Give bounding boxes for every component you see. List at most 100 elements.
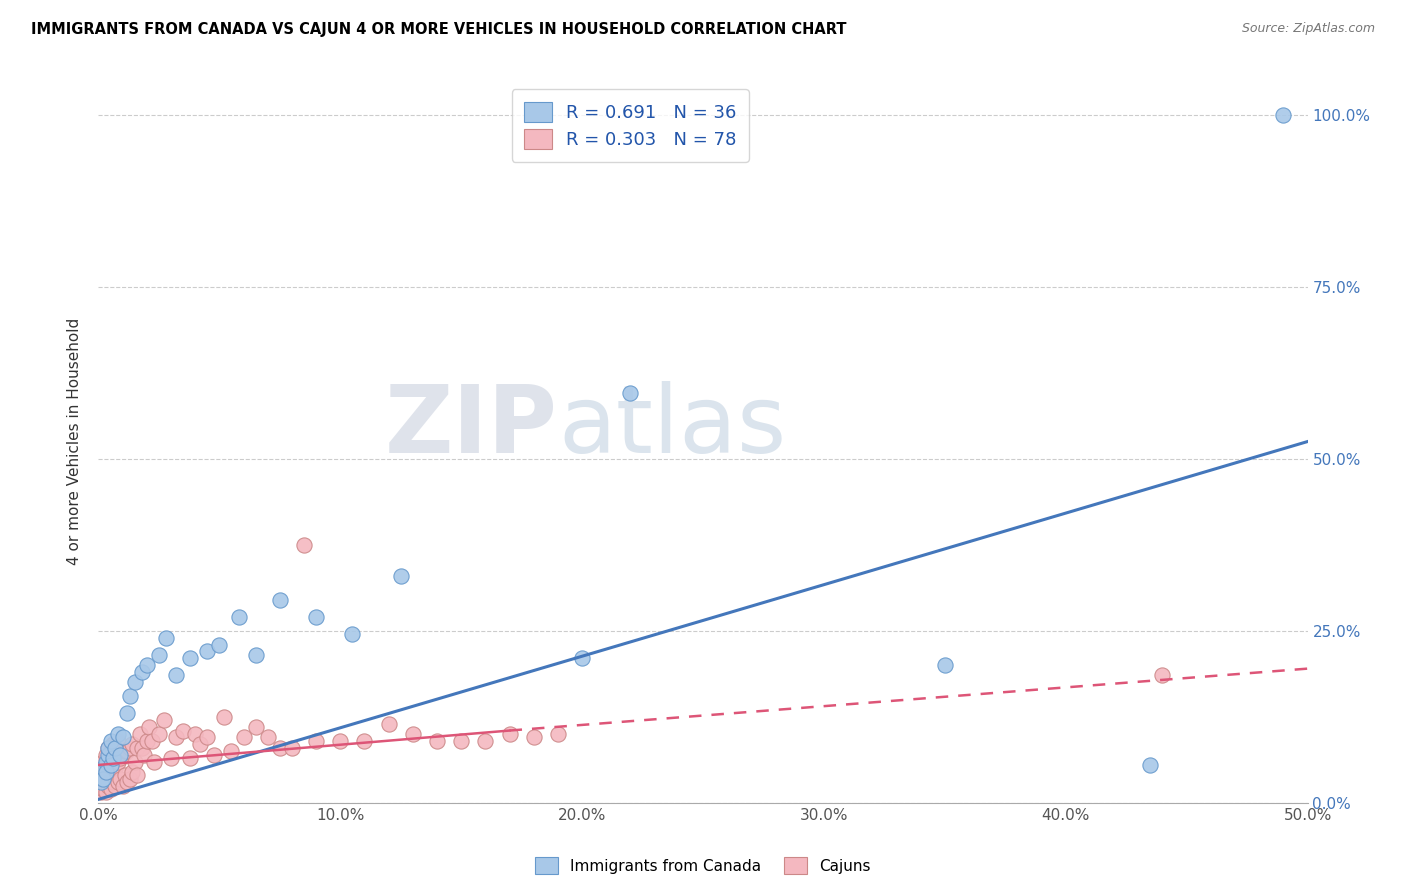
Point: [1272, 108, 1295, 122]
Text: atlas: atlas: [558, 381, 786, 473]
Point: [212, 710, 235, 724]
Text: IMMIGRANTS FROM CANADA VS CAJUN 4 OR MORE VEHICLES IN HOUSEHOLD CORRELATION CHAR: IMMIGRANTS FROM CANADA VS CAJUN 4 OR MOR…: [31, 22, 846, 37]
Point: [111, 747, 134, 762]
Point: [131, 665, 153, 679]
Point: [108, 751, 131, 765]
Point: [204, 747, 226, 762]
Point: [523, 731, 546, 745]
Point: [114, 768, 136, 782]
Point: [111, 731, 134, 745]
Point: [165, 731, 187, 745]
Point: [118, 689, 141, 703]
Point: [100, 758, 122, 772]
Point: [389, 568, 412, 582]
Text: Source: ZipAtlas.com: Source: ZipAtlas.com: [1241, 22, 1375, 36]
Point: [148, 727, 170, 741]
Point: [117, 706, 139, 721]
Point: [94, 755, 117, 769]
Point: [256, 731, 278, 745]
Point: [143, 755, 166, 769]
Point: [101, 755, 124, 769]
Point: [101, 737, 124, 751]
Point: [155, 631, 177, 645]
Point: [117, 775, 139, 789]
Point: [402, 727, 425, 741]
Point: [94, 747, 117, 762]
Point: [90, 764, 112, 779]
Point: [377, 716, 399, 731]
Point: [108, 747, 131, 762]
Point: [152, 713, 174, 727]
Point: [135, 658, 157, 673]
Text: ZIP: ZIP: [385, 381, 558, 473]
Point: [269, 592, 291, 607]
Point: [124, 755, 146, 769]
Point: [100, 744, 122, 758]
Point: [619, 386, 641, 401]
Point: [329, 734, 352, 748]
Point: [179, 651, 201, 665]
Legend: R = 0.691   N = 36, R = 0.303   N = 78: R = 0.691 N = 36, R = 0.303 N = 78: [512, 89, 749, 161]
Point: [208, 638, 231, 652]
Point: [107, 755, 129, 769]
Point: [221, 744, 243, 758]
Point: [104, 779, 127, 793]
Point: [114, 744, 136, 758]
Point: [165, 668, 187, 682]
Point: [118, 772, 141, 786]
Point: [1152, 668, 1174, 682]
Point: [90, 785, 112, 799]
Point: [107, 727, 129, 741]
Point: [121, 764, 143, 779]
Point: [498, 727, 520, 741]
Point: [127, 768, 149, 782]
Point: [547, 727, 569, 741]
Point: [104, 740, 127, 755]
Point: [124, 675, 146, 690]
Point: [353, 734, 375, 748]
Point: [172, 723, 194, 738]
Point: [269, 740, 291, 755]
Point: [195, 731, 218, 745]
Point: [135, 734, 157, 748]
Point: [426, 734, 449, 748]
Point: [281, 740, 304, 755]
Point: [232, 731, 254, 745]
Point: [108, 772, 131, 786]
Point: [97, 758, 120, 772]
Legend: Immigrants from Canada, Cajuns: Immigrants from Canada, Cajuns: [529, 851, 877, 880]
Point: [121, 737, 143, 751]
Point: [245, 720, 267, 734]
Point: [134, 747, 156, 762]
Point: [117, 744, 139, 758]
Point: [228, 610, 250, 624]
Point: [107, 775, 129, 789]
Point: [104, 740, 127, 755]
Y-axis label: 4 or more Vehicles in Household: 4 or more Vehicles in Household: [67, 318, 83, 566]
Point: [91, 772, 114, 786]
Point: [128, 727, 150, 741]
Point: [104, 761, 127, 775]
Point: [127, 740, 149, 755]
Point: [90, 775, 112, 789]
Point: [571, 651, 593, 665]
Point: [934, 658, 956, 673]
Point: [97, 747, 120, 762]
Point: [101, 751, 124, 765]
Point: [184, 727, 207, 741]
Point: [131, 740, 153, 755]
Point: [148, 648, 170, 662]
Point: [101, 775, 124, 789]
Point: [97, 740, 120, 755]
Point: [292, 538, 315, 552]
Point: [94, 758, 117, 772]
Point: [91, 755, 114, 769]
Point: [179, 751, 201, 765]
Point: [188, 737, 211, 751]
Point: [94, 785, 117, 799]
Point: [91, 782, 114, 797]
Point: [1139, 758, 1161, 772]
Point: [118, 740, 141, 755]
Point: [474, 734, 496, 748]
Point: [100, 782, 122, 797]
